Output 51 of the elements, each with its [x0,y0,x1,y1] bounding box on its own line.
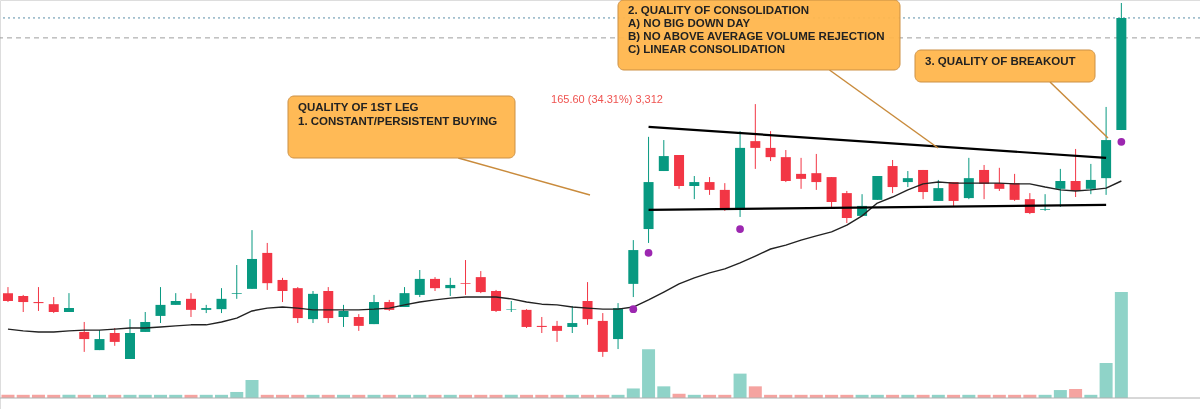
candlestick [963,157,974,200]
candlestick [186,292,196,318]
candlestick [338,304,349,328]
candlestick [414,269,425,298]
candlestick [567,305,578,334]
point [644,249,653,257]
bar [733,373,747,398]
point [1117,137,1126,146]
candlestick [658,139,669,172]
candlestick [582,281,593,326]
candlestick [1040,193,1051,212]
candlestick [216,287,227,314]
candlestick [918,169,929,200]
bar [657,386,671,398]
bar [1114,292,1128,398]
candlestick [689,175,700,200]
candlestick [506,300,517,313]
candlestick [780,149,791,183]
candlestick [231,264,242,300]
candlestick [521,308,532,329]
bar [642,349,656,398]
candlestick [872,175,883,201]
bar [245,379,259,398]
bar [1099,363,1113,398]
candlestick [750,103,761,170]
candlestick [33,286,44,312]
candlestick [491,289,502,313]
candlestick [2,286,13,303]
candlestick [536,316,547,334]
candlestick [933,179,944,202]
candlestick [1055,168,1066,208]
bar [748,386,762,398]
candlestick [79,321,90,353]
candlestick [1085,163,1096,195]
candlestick [475,270,486,294]
candlestick [460,259,471,296]
bar [626,388,640,398]
candlestick [765,130,776,162]
point [629,305,638,314]
candlestick [445,277,456,297]
point [736,225,744,233]
candlestick [155,286,166,324]
candlestick [1009,173,1020,202]
candlestick [1070,148,1081,198]
candlestick [887,159,898,194]
candlestick [811,153,822,191]
candlestick [277,277,288,303]
candlestick [719,182,730,212]
candlestick [552,320,563,343]
annotation: 165.60 (34.31%) 3,312 [551,93,663,105]
candlestick [796,157,807,190]
